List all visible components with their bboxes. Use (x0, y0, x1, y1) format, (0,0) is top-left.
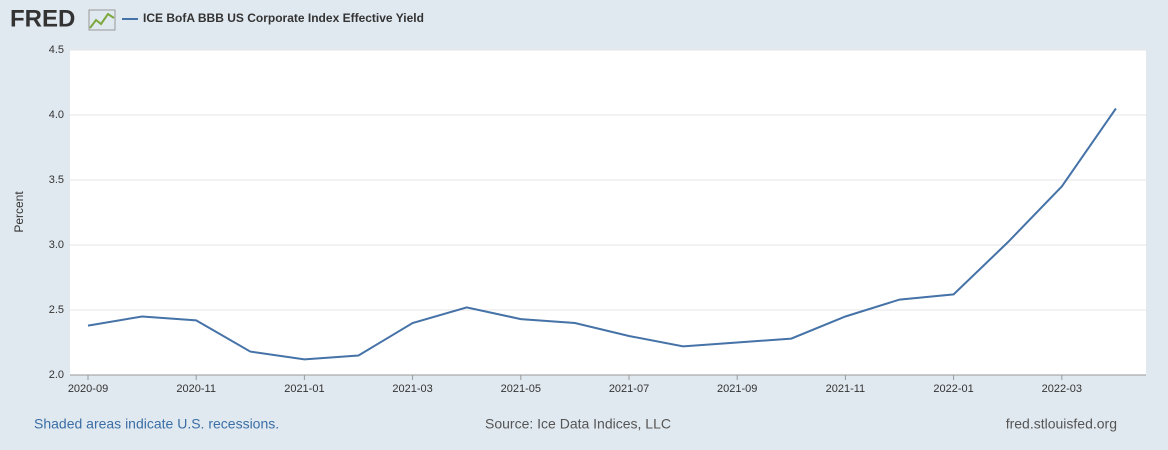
plot-area (70, 50, 1146, 375)
y-tick-label: 2.0 (49, 369, 64, 381)
x-tick-label: 2020-09 (68, 383, 108, 395)
y-axis-label: Percent (12, 191, 26, 233)
logo-frame (88, 9, 116, 31)
y-tick-label: 4.0 (49, 109, 64, 121)
logo-icon (89, 12, 115, 29)
site-link[interactable]: fred.stlouisfed.org (1006, 416, 1117, 432)
y-tick-label: 3.0 (49, 239, 64, 251)
y-tick-label: 2.5 (49, 304, 64, 316)
x-tick-label: 2021-03 (392, 383, 432, 395)
x-tick-label: 2022-03 (1042, 383, 1082, 395)
x-tick-label: 2020-11 (176, 383, 216, 395)
x-tick-label: 2021-07 (609, 383, 649, 395)
x-tick-label: 2021-09 (717, 383, 757, 395)
recession-note[interactable]: Shaded areas indicate U.S. recessions. (34, 416, 279, 432)
x-tick-label: 2021-05 (501, 383, 541, 395)
y-tick-label: 4.5 (49, 44, 64, 56)
logo: FRED (10, 5, 75, 32)
x-tick-label: 2021-11 (826, 383, 866, 395)
y-tick-label: 3.5 (49, 174, 64, 186)
x-tick-label: 2022-01 (933, 383, 973, 395)
series-line (87, 107, 1117, 361)
source: Source: Ice Data Indices, LLC (485, 416, 671, 432)
legend-label: ICE BofA BBB US Corporate Index Effectiv… (143, 11, 424, 25)
x-tick-label: 2021-01 (284, 383, 324, 395)
